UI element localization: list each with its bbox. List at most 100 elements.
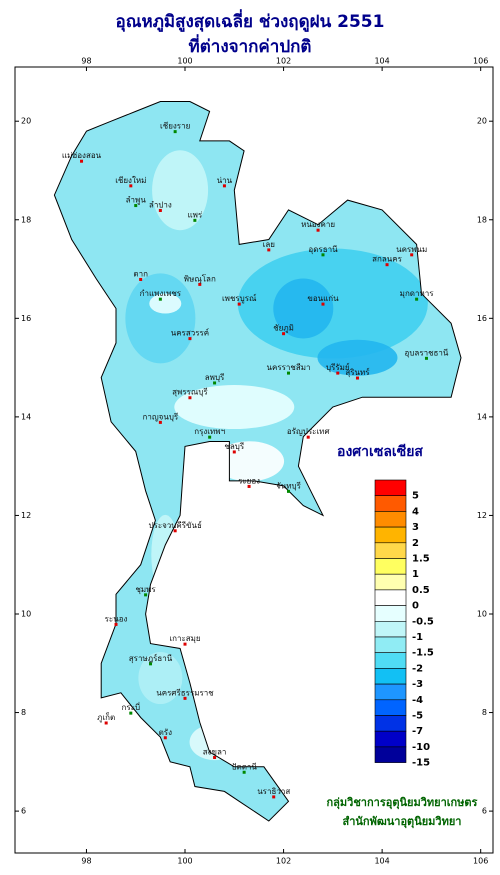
- place-label: อุดรธานี: [308, 245, 338, 254]
- place-label: ประจวบคีรีขันธ์: [148, 520, 202, 530]
- station: [282, 332, 286, 336]
- legend-swatch: [374, 479, 407, 496]
- station: [188, 396, 192, 400]
- station: [183, 642, 187, 646]
- place-label: นครพนม: [396, 245, 427, 254]
- place-label: ระนอง: [105, 614, 128, 623]
- station: [213, 381, 217, 385]
- place-label: กระบี่: [122, 701, 141, 712]
- anomaly-area: [174, 385, 295, 430]
- place-label: สกลนคร: [372, 255, 402, 264]
- x-tick-label: 102: [276, 857, 291, 866]
- y-tick-label: 8: [482, 708, 487, 717]
- legend-label: 0.5: [412, 585, 430, 596]
- place-label: ชุมพร: [135, 585, 156, 594]
- place-label: เพชรบูรณ์: [222, 293, 257, 304]
- place-label: น่าน: [217, 176, 233, 185]
- station: [415, 297, 419, 301]
- place-label: สุรินทร์: [345, 367, 370, 377]
- credit: สำนักพัฒนาอุตุนิยมวิทยา: [343, 815, 462, 829]
- y-tick-label: 16: [21, 314, 31, 323]
- station: [188, 337, 192, 341]
- place-label: ลำพูน: [126, 196, 147, 206]
- legend-swatch: [374, 573, 407, 591]
- y-tick-label: 10: [21, 609, 31, 618]
- place-label: สุราษฎร์ธานี: [129, 653, 173, 663]
- legend-swatch: [374, 542, 407, 559]
- legend-label: 1.5: [412, 554, 430, 565]
- station: [129, 711, 133, 715]
- station: [173, 529, 177, 533]
- place-label: กำแพงเพชร: [140, 289, 182, 298]
- x-tick-label: 98: [81, 857, 91, 866]
- station: [104, 721, 108, 725]
- place-label: ขอนแก่น: [307, 294, 339, 303]
- legend-swatch: [374, 511, 407, 528]
- x-tick-label: 100: [177, 857, 192, 866]
- legend-swatch: [374, 620, 407, 638]
- station: [158, 420, 162, 424]
- station: [213, 755, 217, 759]
- place-label: ตาก: [133, 269, 148, 278]
- legend-label: -0.5: [412, 616, 434, 627]
- anomaly-area: [214, 441, 285, 482]
- y-tick-label: 18: [21, 215, 31, 224]
- subtitle: ที่ต่างจากค่าปกติ: [189, 34, 312, 57]
- legend-swatch: [374, 668, 407, 685]
- y-tick-label: 12: [21, 511, 31, 520]
- station: [198, 282, 202, 286]
- anomaly-area: [273, 278, 334, 339]
- station: [267, 248, 271, 252]
- legend-label: -2: [412, 663, 423, 674]
- place-label: ระยอง: [238, 476, 260, 485]
- legend-swatch: [374, 526, 407, 544]
- x-tick-label: 104: [374, 857, 389, 866]
- station: [286, 371, 290, 375]
- legend-swatch: [374, 495, 407, 512]
- station: [410, 253, 414, 257]
- legend-swatch: [374, 715, 407, 732]
- place-label: สงขลา: [203, 747, 227, 756]
- legend-label: 2: [412, 538, 419, 549]
- place-label: นครสวรรค์: [171, 328, 209, 338]
- station: [321, 253, 325, 257]
- place-label: นครศรีธรรมราช: [156, 688, 214, 697]
- x-tick-label: 100: [177, 57, 192, 66]
- station: [114, 622, 118, 626]
- station: [286, 489, 290, 493]
- country-border: [53, 101, 462, 822]
- station: [385, 263, 389, 267]
- place-label: กาญจนบุรี: [143, 412, 179, 421]
- station: [139, 277, 143, 281]
- place-label: บุรีรัมย์: [326, 362, 350, 372]
- y-tick-label: 18: [477, 215, 487, 224]
- x-tick-label: 106: [473, 857, 488, 866]
- place-label: ลำปาง: [149, 200, 172, 209]
- place-label: อุบลราชธานี: [405, 348, 449, 357]
- station: [193, 218, 197, 222]
- place-label: สุพรรณบุรี: [172, 388, 208, 397]
- legend-label: 1: [412, 569, 419, 580]
- legend-label: 5: [412, 491, 419, 502]
- anomaly-area: [152, 150, 209, 231]
- station: [232, 450, 236, 454]
- station: [336, 371, 340, 375]
- x-tick-label: 106: [473, 57, 488, 66]
- legend-label: -1.5: [412, 648, 434, 659]
- place-label: แม่ฮ่องสอน: [62, 151, 102, 160]
- legend-swatch: [374, 589, 407, 606]
- place-label: พิษณุโลก: [184, 273, 216, 283]
- y-tick-label: 10: [477, 609, 487, 618]
- legend-swatch: [374, 652, 407, 669]
- place-label: นครราชสีมา: [267, 363, 311, 372]
- x-tick-label: 98: [81, 57, 91, 66]
- station: [321, 302, 325, 306]
- legend-label: -5: [412, 711, 423, 722]
- place-label: จันทบุรี: [276, 481, 302, 490]
- station: [272, 795, 276, 799]
- legend-swatch: [374, 699, 407, 716]
- place-label: เกาะสมุย: [169, 634, 200, 643]
- anomaly-area: [317, 339, 398, 376]
- station: [306, 435, 310, 439]
- x-tick-label: 104: [374, 57, 389, 66]
